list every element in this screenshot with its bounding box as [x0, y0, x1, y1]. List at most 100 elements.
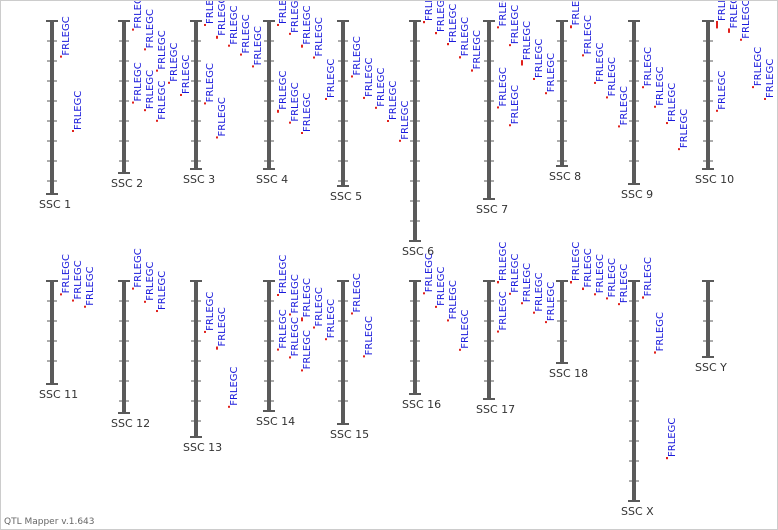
qtl-label: FRLEGC [205, 63, 216, 102]
qtl-marker [594, 81, 596, 84]
qtl-label: FRLEGC [145, 70, 156, 109]
qtl-marker [277, 23, 279, 26]
qtl-label: FRLEGC [302, 5, 313, 44]
qtl-label: FRLEGC [424, 253, 435, 292]
qtl-label: FRLEGC [314, 287, 325, 326]
chromosome-bar [487, 281, 491, 399]
qtl-marker [642, 296, 644, 299]
qtl-marker [618, 303, 620, 306]
qtl-label: FRLEGC [534, 39, 545, 78]
chromosome-label: SSC 16 [402, 398, 441, 411]
chromosome-label: SSC 6 [402, 245, 434, 258]
qtl-marker [228, 405, 230, 408]
qtl-label: FRLEGC [643, 47, 654, 86]
qtl-label: FRLEGC [448, 4, 459, 43]
qtl-label: FRLEGC [436, 1, 447, 32]
qtl-label: FRLEGC [253, 26, 264, 65]
qtl-marker [545, 321, 547, 324]
qtl-marker [325, 97, 327, 100]
qtl-label: FRLEGC [546, 53, 557, 92]
qtl-marker [399, 139, 401, 142]
chromosome-label: SSC 17 [476, 403, 515, 416]
qtl-marker [471, 69, 473, 72]
qtl-marker [168, 81, 170, 84]
qtl-label: FRLEGC [278, 309, 289, 348]
chromosome-bar [560, 21, 564, 166]
qtl-marker [132, 28, 134, 31]
qtl-marker [252, 65, 254, 68]
qtl-label: FRLEGC [364, 316, 375, 355]
qtl-marker [435, 305, 437, 308]
qtl-label: FRLEGC [424, 1, 435, 21]
qtl-marker [582, 287, 584, 291]
qtl-marker [301, 132, 303, 134]
qtl-label: FRLEGC [229, 5, 240, 44]
chromosome-ssc-1: SSC 1 FRLEGC FRLEGC [39, 16, 84, 211]
qtl-label: FRLEGC [583, 248, 594, 287]
chromosome-label: SSC X [621, 505, 654, 518]
qtl-label: FRLEGC [667, 83, 678, 122]
qtl-label: FRLEGC [498, 67, 509, 106]
qtl-label: FRLEGC [85, 266, 96, 305]
chromosome-bar [122, 21, 126, 173]
qtl-label: FRLEGC [717, 70, 728, 109]
qtl-label: FRLEGC [498, 242, 509, 281]
qtl-label: FRLEGC [510, 85, 521, 124]
qtl-label: FRLEGC [352, 36, 363, 75]
qtl-label: FRLEGC [302, 93, 313, 132]
qtl-marker [752, 86, 754, 89]
qtl-label: FRLEGC [436, 267, 447, 306]
qtl-marker [728, 28, 730, 33]
qtl-marker [545, 92, 547, 95]
qtl-label: FRLEGC [498, 291, 509, 330]
qtl-label: FRLEGC [571, 1, 582, 25]
chromosome-label: SSC 4 [256, 173, 288, 186]
qtl-label: FRLEGC [205, 292, 216, 331]
chromosome-bar [487, 21, 491, 199]
qtl-label: FRLEGC [229, 366, 240, 405]
qtl-label: FRLEGC [717, 1, 728, 21]
chromosome-ssc-y: SSC Y [695, 280, 727, 374]
chromosome-label: SSC 10 [695, 173, 734, 186]
qtl-marker [497, 330, 499, 333]
chromosome-bar [122, 281, 126, 413]
qtl-marker [351, 75, 353, 78]
chromosome-bar [267, 21, 271, 169]
qtl-marker [72, 129, 74, 132]
chromosome-bar [632, 21, 636, 184]
qtl-marker [521, 60, 523, 66]
qtl-label: FRLEGC [352, 273, 363, 312]
qtl-label: FRLEGC [729, 1, 740, 28]
qtl-label: FRLEGC [133, 62, 144, 101]
chromosome-bar [50, 281, 54, 384]
chromosome-bar [706, 21, 710, 169]
chromosome-bar [341, 281, 345, 424]
chromosome-bar [413, 21, 417, 241]
qtl-marker [642, 86, 644, 89]
qtl-marker [678, 148, 680, 151]
qtl-label: FRLEGC [753, 47, 764, 86]
qtl-marker [277, 294, 279, 296]
qtl-marker [144, 109, 146, 112]
qtl-marker [216, 136, 218, 139]
qtl-marker [325, 338, 327, 341]
qtl-marker [240, 53, 242, 56]
qtl-marker [60, 55, 62, 58]
qtl-marker [156, 119, 158, 122]
qtl-marker [606, 96, 608, 99]
qtl-label: FRLEGC [157, 80, 168, 119]
qtl-label: FRLEGC [667, 418, 678, 457]
qtl-marker [521, 302, 523, 305]
qtl-marker [764, 97, 766, 100]
